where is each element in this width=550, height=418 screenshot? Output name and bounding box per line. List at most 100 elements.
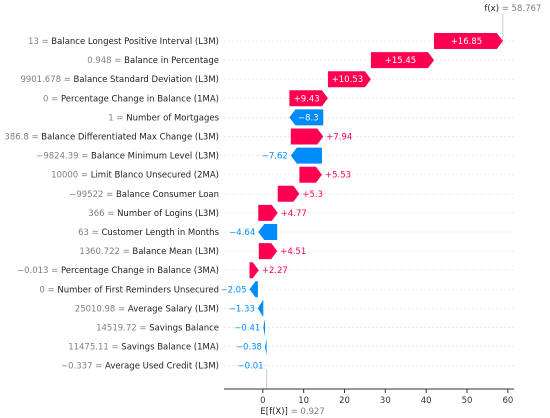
positive-shap-bar — [290, 128, 324, 145]
feature-row: 1360.722 = Balance Mean (L3M) +4.51 — [79, 243, 306, 260]
negative-shap-bar — [257, 300, 264, 317]
positive-shap-bar — [249, 262, 259, 279]
fx-equals: = — [499, 4, 512, 14]
feature-label: 0 = Number of First Reminders Unsecured — [39, 285, 219, 295]
positive-shap-bar — [258, 204, 278, 221]
feature-value: 0.948 — [87, 56, 111, 66]
feature-label: 63 = Customer Length in Months — [78, 228, 219, 238]
feature-equals: = — [114, 113, 127, 123]
feature-equals: = — [48, 266, 61, 276]
feature-value: 9901.678 — [20, 75, 61, 85]
feature-name: Balance Differentiated Max Change (L3M) — [41, 133, 219, 143]
feature-label: −0.013 = Percentage Change in Balance (3… — [17, 266, 219, 276]
feature-label: 0.948 = Balance in Percentage — [87, 56, 219, 66]
shap-value-label: −4.64 — [229, 228, 255, 238]
feature-row: 0 = Percentage Change in Balance (1MA) +9… — [43, 90, 328, 107]
shap-value-label: +2.27 — [262, 266, 288, 276]
feature-row: 0 = Number of First Reminders Unsecured −… — [39, 281, 258, 298]
feature-label: 14519.72 = Savings Balance — [96, 324, 219, 334]
x-tick-label: 30 — [380, 396, 391, 406]
feature-row: −0.013 = Percentage Change in Balance (3… — [17, 262, 288, 279]
feature-value: 13 — [28, 37, 39, 47]
feature-equals: = — [39, 37, 52, 47]
shap-value-label: −8.3 — [298, 113, 319, 123]
feature-name: Percentage Change in Balance (3MA) — [61, 266, 219, 276]
efx-equals: = — [288, 407, 301, 417]
shap-value-label: −0.41 — [234, 324, 260, 334]
feature-equals: = — [109, 343, 122, 353]
feature-row: 25010.98 = Average Salary (L3M) −1.33 — [75, 300, 264, 317]
fx-reference-label: f(x) = 58.767 — [484, 4, 541, 14]
shap-value-label: +10.53 — [332, 75, 363, 85]
feature-value: 10000 — [51, 171, 78, 181]
feature-value: 1360.722 — [79, 247, 120, 257]
efx-value: 0.927 — [300, 407, 324, 417]
feature-name: Balance Minimum Level (L3M) — [91, 152, 219, 162]
feature-label: 13 = Balance Longest Positive Interval (… — [28, 37, 219, 47]
positive-shap-bar — [299, 166, 322, 183]
shap-value-label: +7.94 — [326, 133, 352, 143]
feature-name: Number of Logins (L3M) — [117, 209, 219, 219]
shap-value-label: +5.3 — [302, 190, 323, 200]
positive-shap-bar — [434, 33, 503, 49]
feature-name: Average Used Credit (L3M) — [105, 362, 219, 372]
feature-value: 25010.98 — [75, 304, 116, 314]
feature-row: 14519.72 = Savings Balance −0.41 — [96, 319, 265, 336]
fx-reference: f(x) = 58.767 — [484, 4, 541, 45]
negative-shap-bar — [264, 338, 267, 355]
feature-row: 366 = Number of Logins (L3M) +4.77 — [88, 204, 307, 221]
feature-label: 1 = Number of Mortgages — [108, 113, 219, 123]
feature-name: Balance Longest Positive Interval (L3M) — [51, 37, 219, 47]
feature-equals: = — [78, 171, 91, 181]
feature-name: Number of Mortgages — [126, 113, 219, 123]
feature-value: 386.8 — [4, 133, 28, 143]
shap-value-label: −1.33 — [229, 304, 255, 314]
feature-label: −0.337 = Average Used Credit (L3M) — [61, 362, 219, 372]
feature-name: Savings Balance (1MA) — [121, 343, 219, 353]
shap-value-label: +4.51 — [280, 247, 306, 257]
x-tick-label: 40 — [421, 396, 432, 406]
shap-value-label: −2.05 — [220, 285, 246, 295]
feature-row: −9824.39 = Balance Minimum Level (L3M) −7… — [36, 147, 322, 164]
feature-name: Average Salary (L3M) — [128, 304, 219, 314]
feature-equals: = — [79, 152, 92, 162]
feature-name: Limit Blanco Unsecured (2MA) — [91, 171, 219, 181]
feature-label: 11475.11 = Savings Balance (1MA) — [68, 343, 219, 353]
x-tick-label: 10 — [298, 396, 309, 406]
feature-value: −0.013 — [17, 266, 48, 276]
shap-value-label: +5.53 — [325, 171, 351, 181]
feature-name: Customer Length in Months — [101, 228, 219, 238]
feature-equals: = — [89, 228, 102, 238]
feature-label: 9901.678 = Balance Standard Deviation (L… — [20, 75, 219, 85]
x-tick-label: 60 — [502, 396, 513, 406]
shap-value-label: +9.43 — [294, 94, 320, 104]
feature-label: 25010.98 = Average Salary (L3M) — [75, 304, 219, 314]
feature-row: −99522 = Balance Consumer Loan +5.3 — [69, 185, 323, 202]
feature-equals: = — [45, 285, 58, 295]
efx-symbol: E[f(X)] — [260, 407, 287, 417]
feature-name: Number of First Reminders Unsecured — [57, 285, 219, 295]
feature-equals: = — [112, 56, 125, 66]
positive-shap-bar — [258, 243, 278, 260]
feature-value: 1 — [108, 113, 113, 123]
feature-equals: = — [137, 324, 150, 334]
fx-value: 58.767 — [512, 4, 542, 14]
feature-value: 0 — [39, 285, 44, 295]
feature-equals: = — [105, 209, 118, 219]
shap-value-label: −0.38 — [236, 343, 262, 353]
feature-value: −0.337 — [61, 362, 92, 372]
shap-value-label: −7.62 — [262, 152, 288, 162]
feature-name: Balance Consumer Loan — [116, 190, 219, 200]
feature-value: 14519.72 — [96, 324, 137, 334]
feature-row: 10000 = Limit Blanco Unsecured (2MA) +5.5… — [51, 166, 351, 183]
negative-shap-bar — [263, 319, 265, 336]
positive-shap-bar — [289, 90, 328, 107]
feature-value: 11475.11 — [68, 343, 109, 353]
feature-label: 1360.722 = Balance Mean (L3M) — [79, 247, 219, 257]
feature-equals: = — [61, 75, 74, 85]
positive-shap-bar — [370, 52, 435, 69]
feature-label: 386.8 = Balance Differentiated Max Chang… — [4, 133, 219, 143]
feature-rows: 13 = Balance Longest Positive Interval (… — [4, 33, 503, 374]
feature-label: −99522 = Balance Consumer Loan — [69, 190, 219, 200]
